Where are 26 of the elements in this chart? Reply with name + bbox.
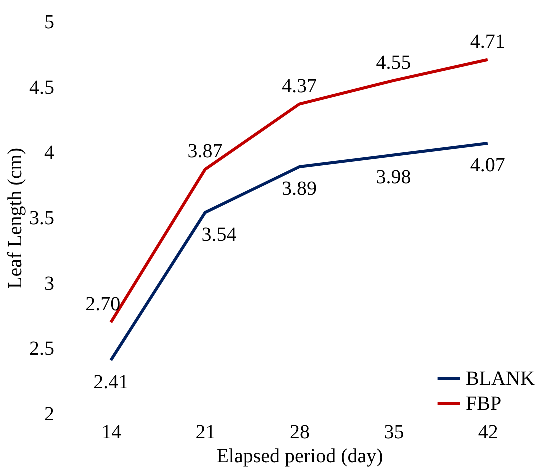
data-label: 3.54 xyxy=(202,224,237,246)
y-tick-label: 2.5 xyxy=(30,338,54,360)
y-axis-title: Leaf Length (cm) xyxy=(4,148,26,290)
x-tick-label: 14 xyxy=(102,422,122,444)
data-label: 4.55 xyxy=(376,52,412,74)
legend-label: BLANK xyxy=(466,368,536,390)
data-label: 4.37 xyxy=(282,75,317,98)
y-tick-label: 2 xyxy=(44,404,54,426)
x-tick-label: 35 xyxy=(384,422,404,444)
x-axis-title: Elapsed period (day) xyxy=(216,446,384,468)
x-tick-label: 21 xyxy=(196,422,216,444)
data-label: 4.07 xyxy=(470,154,506,177)
data-label: 3.98 xyxy=(376,166,412,188)
data-label: 2.41 xyxy=(94,371,129,394)
y-tick-label: 3.5 xyxy=(30,208,54,230)
x-tick-label: 28 xyxy=(290,422,310,444)
data-label: 3.89 xyxy=(282,178,317,200)
y-tick-label: 4.5 xyxy=(30,76,54,99)
data-label: 3.87 xyxy=(188,140,223,163)
y-tick-label: 5 xyxy=(44,12,54,34)
y-tick-label: 3 xyxy=(44,272,54,295)
x-tick-label: 42 xyxy=(478,422,498,444)
legend-label: FBP xyxy=(466,393,502,415)
data-label: 2.70 xyxy=(86,294,121,316)
data-label: 4.71 xyxy=(470,30,506,53)
y-tick-label: 4 xyxy=(44,142,54,164)
